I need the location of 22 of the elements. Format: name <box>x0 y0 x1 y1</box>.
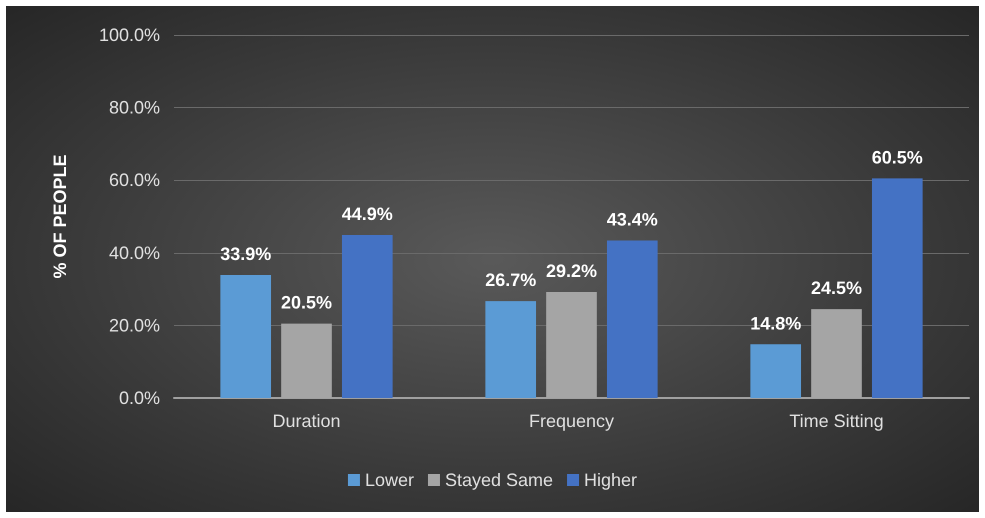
y-tick-label: 20.0% <box>108 315 160 336</box>
data-label: 44.9% <box>342 204 393 224</box>
data-label: 29.2% <box>546 261 598 282</box>
y-tick-label: 60.0% <box>108 170 160 190</box>
y-tick-label: 40.0% <box>108 242 160 263</box>
data-label: 60.5% <box>872 147 923 168</box>
y-axis-title: % OF PEOPLE <box>50 154 70 279</box>
legend-label: Stayed Same <box>444 470 554 490</box>
x-tick-label: Frequency <box>528 411 614 431</box>
y-tick-label: 0.0% <box>118 388 160 408</box>
data-label: 26.7% <box>485 270 536 290</box>
data-label: 43.4% <box>606 209 658 230</box>
data-label: 20.5% <box>280 292 332 313</box>
y-tick-label: 80.0% <box>108 98 160 118</box>
data-label: 33.9% <box>220 244 272 264</box>
y-tick-label: 100.0% <box>98 25 160 45</box>
x-tick-label: Duration <box>272 411 341 431</box>
legend-label: Higher <box>584 470 638 490</box>
data-label: 14.8% <box>750 313 802 334</box>
x-tick-label: Time Sitting <box>789 411 884 431</box>
data-label: 24.5% <box>810 278 862 298</box>
legend-label: Lower <box>364 470 414 490</box>
